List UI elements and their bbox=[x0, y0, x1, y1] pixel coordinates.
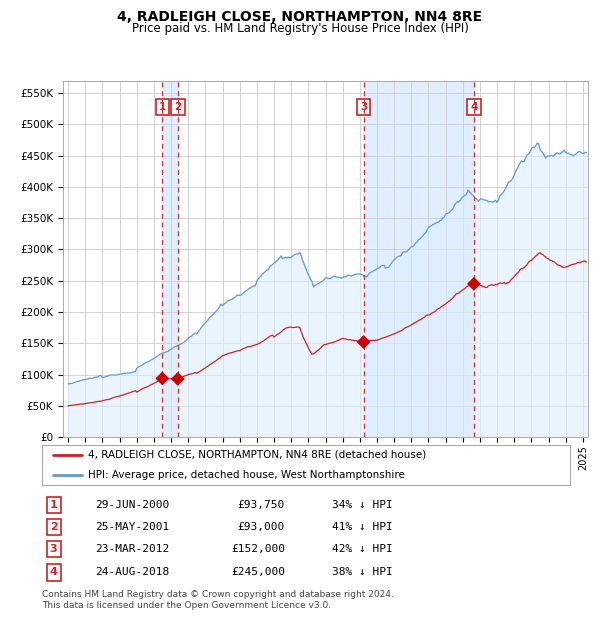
Point bbox=[158, 373, 167, 383]
Text: 34% ↓ HPI: 34% ↓ HPI bbox=[332, 500, 393, 510]
Text: 2: 2 bbox=[174, 102, 181, 112]
Text: 41% ↓ HPI: 41% ↓ HPI bbox=[332, 522, 393, 533]
Text: HPI: Average price, detached house, West Northamptonshire: HPI: Average price, detached house, West… bbox=[88, 470, 406, 480]
Text: 38% ↓ HPI: 38% ↓ HPI bbox=[332, 567, 393, 577]
Text: 3: 3 bbox=[50, 544, 58, 554]
Text: £245,000: £245,000 bbox=[231, 567, 285, 577]
Text: Contains HM Land Registry data © Crown copyright and database right 2024.
This d: Contains HM Land Registry data © Crown c… bbox=[42, 590, 394, 609]
Text: 4, RADLEIGH CLOSE, NORTHAMPTON, NN4 8RE: 4, RADLEIGH CLOSE, NORTHAMPTON, NN4 8RE bbox=[118, 10, 482, 24]
Text: 1: 1 bbox=[50, 500, 58, 510]
Bar bbox=[163, 81, 178, 437]
Text: 25-MAY-2001: 25-MAY-2001 bbox=[95, 522, 169, 533]
Point bbox=[469, 279, 479, 289]
Text: 3: 3 bbox=[360, 102, 367, 112]
Text: £93,000: £93,000 bbox=[238, 522, 285, 533]
Text: 23-MAR-2012: 23-MAR-2012 bbox=[95, 544, 169, 554]
Text: 24-AUG-2018: 24-AUG-2018 bbox=[95, 567, 169, 577]
Text: 4: 4 bbox=[470, 102, 478, 112]
Point bbox=[359, 337, 368, 347]
Text: 4, RADLEIGH CLOSE, NORTHAMPTON, NN4 8RE (detached house): 4, RADLEIGH CLOSE, NORTHAMPTON, NN4 8RE … bbox=[88, 450, 427, 459]
Text: 1: 1 bbox=[159, 102, 166, 112]
Text: 29-JUN-2000: 29-JUN-2000 bbox=[95, 500, 169, 510]
Text: £93,750: £93,750 bbox=[238, 500, 285, 510]
Text: 2: 2 bbox=[50, 522, 58, 533]
Point bbox=[173, 374, 182, 384]
Text: 4: 4 bbox=[50, 567, 58, 577]
Bar bbox=[364, 81, 474, 437]
Text: Price paid vs. HM Land Registry's House Price Index (HPI): Price paid vs. HM Land Registry's House … bbox=[131, 22, 469, 35]
Text: £152,000: £152,000 bbox=[231, 544, 285, 554]
Text: 42% ↓ HPI: 42% ↓ HPI bbox=[332, 544, 393, 554]
